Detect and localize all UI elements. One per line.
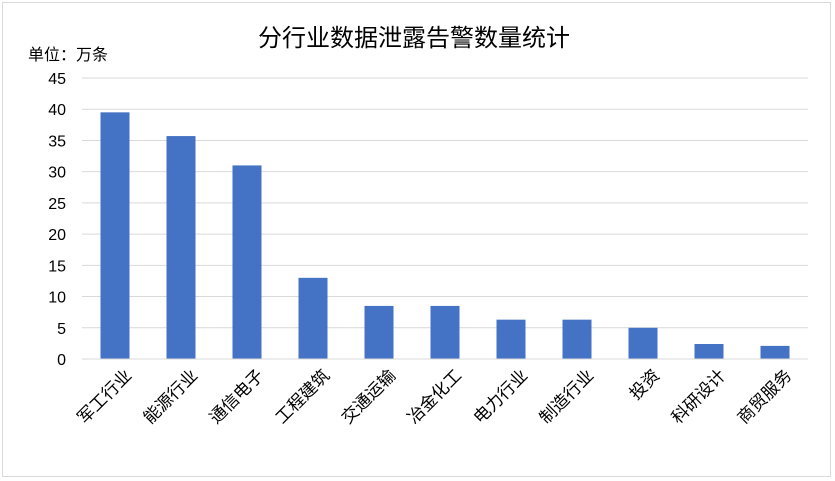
- y-tick-label: 40: [48, 102, 66, 119]
- y-tick-label: 45: [48, 71, 66, 88]
- category-label: 科研设计: [668, 366, 730, 428]
- bar-4: [364, 305, 394, 359]
- category-label: 冶金化工: [404, 366, 466, 428]
- bar-1: [166, 136, 196, 359]
- bar-5: [430, 305, 460, 359]
- x-axis-categories: 军工行业 能源行业 通信电子 工程建筑 交通运输 冶金化工 电力行业 制造行业 投资 科研设计 商贸…: [74, 366, 796, 428]
- bar-3: [298, 277, 328, 359]
- bar-0: [100, 112, 130, 359]
- y-tick-label: 30: [48, 165, 66, 182]
- category-label: 电力行业: [470, 366, 532, 428]
- y-axis-ticks: 0 5 10 15 20 25 30 35 40 45: [48, 71, 66, 369]
- category-label: 商贸服务: [734, 366, 796, 428]
- gridlines: [82, 77, 808, 329]
- y-tick-label: 15: [48, 258, 66, 275]
- y-tick-label: 35: [48, 133, 66, 150]
- y-tick-label: 0: [57, 352, 66, 369]
- bar-6: [496, 319, 526, 359]
- y-tick-label: 5: [57, 321, 66, 338]
- chart-title: 分行业数据泄露告警数量统计: [258, 24, 570, 52]
- bar-10: [760, 345, 790, 359]
- y-tick-label: 25: [48, 196, 66, 213]
- bar-8: [628, 327, 658, 359]
- category-label: 投资: [626, 366, 664, 404]
- bar-7: [562, 319, 592, 359]
- unit-label: 单位：万条: [28, 45, 108, 64]
- category-label: 制造行业: [536, 366, 598, 428]
- category-label: 通信电子: [206, 366, 268, 428]
- y-tick-label: 10: [48, 290, 66, 307]
- category-label: 交通运输: [338, 366, 400, 428]
- bar-2: [232, 165, 262, 359]
- bar-9: [694, 344, 724, 359]
- y-tick-label: 20: [48, 227, 66, 244]
- category-label: 军工行业: [74, 366, 136, 428]
- category-label: 能源行业: [140, 366, 202, 428]
- bars: [100, 112, 790, 359]
- category-label: 工程建筑: [272, 366, 334, 428]
